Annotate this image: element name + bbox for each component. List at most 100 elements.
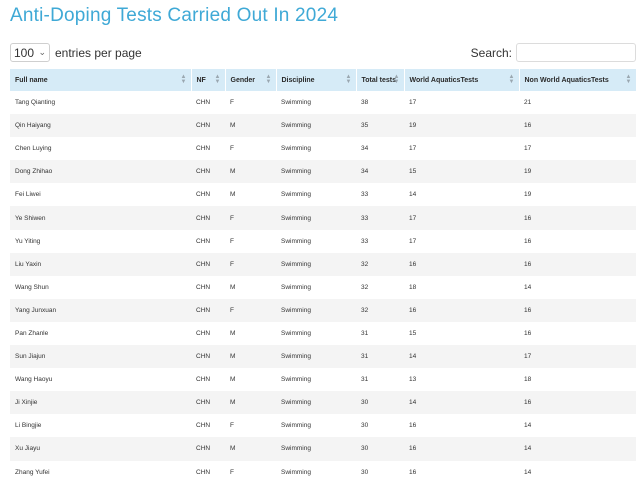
chevron-down-icon: ⌄ (38, 47, 46, 57)
cell-full-name: Pan Zhanle (10, 321, 191, 346)
table-row: Dong Zhihao CHN M Swimming 34 15 19 (10, 160, 636, 184)
cell-total-tests: 32 (356, 252, 404, 276)
cell-world-aquatics-tests: 19 (404, 114, 519, 138)
cell-total-tests: 30 (356, 414, 404, 438)
cell-full-name: Dong Zhihao (10, 160, 191, 184)
cell-world-aquatics-tests: 17 (404, 229, 519, 253)
cell-total-tests: 32 (356, 275, 404, 299)
cell-discipline: Swimming (276, 345, 356, 369)
cell-nf: CHN (191, 391, 225, 415)
table-row: Ye Shiwen CHN F Swimming 33 17 16 (10, 206, 636, 230)
cell-total-tests: 33 (356, 229, 404, 253)
cell-world-aquatics-tests: 17 (404, 91, 519, 115)
table-controls: 100 ⌄ entries per page Search: (10, 42, 636, 64)
cell-full-name: Wang Shun (10, 275, 191, 299)
cell-world-aquatics-tests: 15 (404, 160, 519, 184)
table-row: Wang Haoyu CHN M Swimming 31 13 18 (10, 368, 636, 392)
sort-icon[interactable]: ▲ ▼ (265, 74, 272, 85)
cell-gender: M (225, 114, 276, 138)
sort-icon[interactable]: ▲ ▼ (180, 74, 187, 85)
cell-non-world-aquatics-tests: 19 (519, 160, 636, 184)
cell-full-name: Yu Yiting (10, 229, 191, 253)
cell-world-aquatics-tests: 14 (404, 345, 519, 369)
column-header-gender[interactable]: Gender ▲ ▼ (225, 69, 277, 91)
cell-non-world-aquatics-tests: 16 (519, 114, 636, 138)
cell-full-name: Ji Xinjie (10, 391, 191, 415)
cell-discipline: Swimming (276, 160, 356, 184)
cell-world-aquatics-tests: 13 (404, 368, 519, 392)
cell-full-name: Qin Haiyang (10, 114, 191, 138)
cell-non-world-aquatics-tests: 17 (519, 137, 636, 161)
cell-non-world-aquatics-tests: 16 (519, 252, 636, 276)
column-header-full-name[interactable]: Full name ▲ ▼ (10, 69, 192, 91)
cell-discipline: Swimming (276, 321, 356, 346)
cell-total-tests: 33 (356, 183, 404, 207)
cell-discipline: Swimming (276, 275, 356, 299)
cell-total-tests: 30 (356, 437, 404, 461)
cell-total-tests: 30 (356, 391, 404, 415)
cell-total-tests: 32 (356, 298, 404, 322)
search-label: Search: (470, 45, 512, 60)
sort-icon[interactable]: ▲ ▼ (214, 74, 221, 85)
table-row: Qin Haiyang CHN M Swimming 35 19 16 (10, 114, 636, 138)
column-header-world-aquatics-tests[interactable]: World AquaticsTests ▲ ▼ (404, 69, 520, 91)
cell-nf: CHN (191, 437, 225, 461)
cell-full-name: Zhang Yufei (10, 460, 191, 484)
table-row: Ji Xinjie CHN M Swimming 30 14 16 (10, 391, 636, 415)
cell-nf: CHN (191, 252, 225, 276)
sort-icon[interactable]: ▲ ▼ (393, 74, 400, 85)
cell-discipline: Swimming (276, 414, 356, 438)
cell-non-world-aquatics-tests: 14 (519, 414, 636, 438)
cell-non-world-aquatics-tests: 16 (519, 206, 636, 230)
column-header-non-world-aquatics-tests[interactable]: Non World AquaticsTests ▲ ▼ (519, 69, 637, 91)
cell-full-name: Fei Liwei (10, 183, 191, 207)
cell-full-name: Liu Yaxin (10, 252, 191, 276)
cell-gender: M (225, 275, 276, 299)
cell-full-name: Sun Jiajun (10, 345, 191, 369)
sort-icon[interactable]: ▲ ▼ (508, 74, 515, 85)
cell-gender: M (225, 437, 276, 461)
cell-non-world-aquatics-tests: 17 (519, 345, 636, 369)
cell-full-name: Chen Luying (10, 137, 191, 161)
cell-non-world-aquatics-tests: 16 (519, 391, 636, 415)
column-header-discipline[interactable]: Discipline ▲ ▼ (276, 69, 357, 91)
table-row: Liu Yaxin CHN F Swimming 32 16 16 (10, 252, 636, 276)
cell-nf: CHN (191, 275, 225, 299)
cell-non-world-aquatics-tests: 14 (519, 437, 636, 461)
cell-full-name: Yang Junxuan (10, 298, 191, 322)
sort-icon[interactable]: ▲ ▼ (625, 74, 632, 85)
cell-world-aquatics-tests: 16 (404, 437, 519, 461)
cell-full-name: Wang Haoyu (10, 368, 191, 392)
cell-non-world-aquatics-tests: 18 (519, 368, 636, 392)
cell-nf: CHN (191, 321, 225, 346)
column-header-nf[interactable]: NF ▲ ▼ (191, 69, 226, 91)
cell-gender: F (225, 414, 276, 438)
cell-discipline: Swimming (276, 437, 356, 461)
column-header-label: Full name (15, 76, 48, 84)
cell-world-aquatics-tests: 16 (404, 252, 519, 276)
cell-nf: CHN (191, 345, 225, 369)
table-row: Yu Yiting CHN F Swimming 33 17 16 (10, 229, 636, 253)
cell-total-tests: 38 (356, 91, 404, 115)
sort-icon[interactable]: ▲ ▼ (345, 74, 352, 85)
cell-discipline: Swimming (276, 229, 356, 253)
cell-discipline: Swimming (276, 183, 356, 207)
cell-total-tests: 34 (356, 160, 404, 184)
cell-gender: F (225, 229, 276, 253)
table-row: Wang Shun CHN M Swimming 32 18 14 (10, 275, 636, 299)
cell-total-tests: 33 (356, 206, 404, 230)
table-body: Tang Qianting CHN F Swimming 38 17 21 Qin Haiya… (10, 91, 636, 484)
table-row: Chen Luying CHN F Swimming 34 17 17 (10, 137, 636, 161)
page-size-select[interactable]: 100 ⌄ (10, 43, 50, 62)
cell-nf: CHN (191, 137, 225, 161)
cell-total-tests: 35 (356, 114, 404, 138)
search-input[interactable] (516, 43, 636, 62)
table-row: Zhang Yufei CHN F Swimming 30 16 14 (10, 460, 636, 484)
cell-nf: CHN (191, 229, 225, 253)
cell-non-world-aquatics-tests: 14 (519, 275, 636, 299)
cell-full-name: Xu Jiayu (10, 437, 191, 461)
table-row: Pan Zhanle CHN M Swimming 31 15 16 (10, 321, 636, 346)
table-header-row: Full name ▲ ▼ NF ▲ ▼ Gender ▲ ▼ Discipline ▲ ▼ Total… (10, 69, 637, 91)
column-header-total-tests[interactable]: Total tests ▲ ▼ (356, 69, 405, 91)
cell-discipline: Swimming (276, 298, 356, 322)
